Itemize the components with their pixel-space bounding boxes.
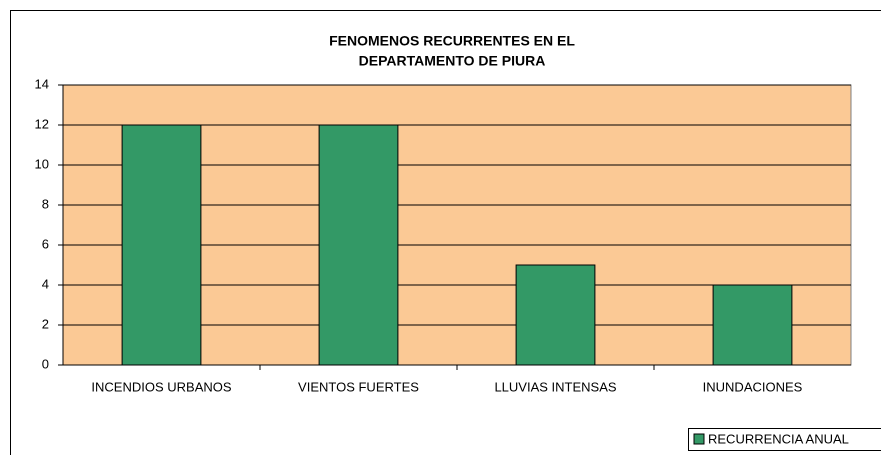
bar: [712, 284, 793, 366]
x-tick-label: VIENTOS FUERTES: [298, 379, 419, 394]
y-tick-label: 12: [35, 116, 49, 131]
bar: [515, 264, 596, 366]
y-tick-label: 6: [42, 236, 49, 251]
bar: [121, 124, 202, 366]
x-tick-label: INCENDIOS URBANOS: [91, 379, 231, 394]
y-tick-label: 14: [35, 76, 49, 91]
chart-title: DEPARTAMENTO DE PIURA: [359, 53, 546, 69]
legend-box: [688, 428, 881, 451]
y-tick-label: 10: [35, 156, 49, 171]
y-tick-label: 2: [42, 316, 49, 331]
y-tick-label: 8: [42, 196, 49, 211]
x-tick-label: LLUVIAS INTENSAS: [494, 379, 616, 394]
x-tick-label: INUNDACIONES: [703, 379, 803, 394]
bar: [318, 124, 399, 366]
legend-label: RECURRENCIA ANUAL: [708, 431, 849, 446]
y-tick-label: 4: [42, 276, 49, 291]
legend-swatch: [693, 433, 705, 445]
chart-title: FENOMENOS RECURRENTES EN EL: [329, 33, 575, 49]
y-tick-label: 0: [42, 356, 49, 371]
